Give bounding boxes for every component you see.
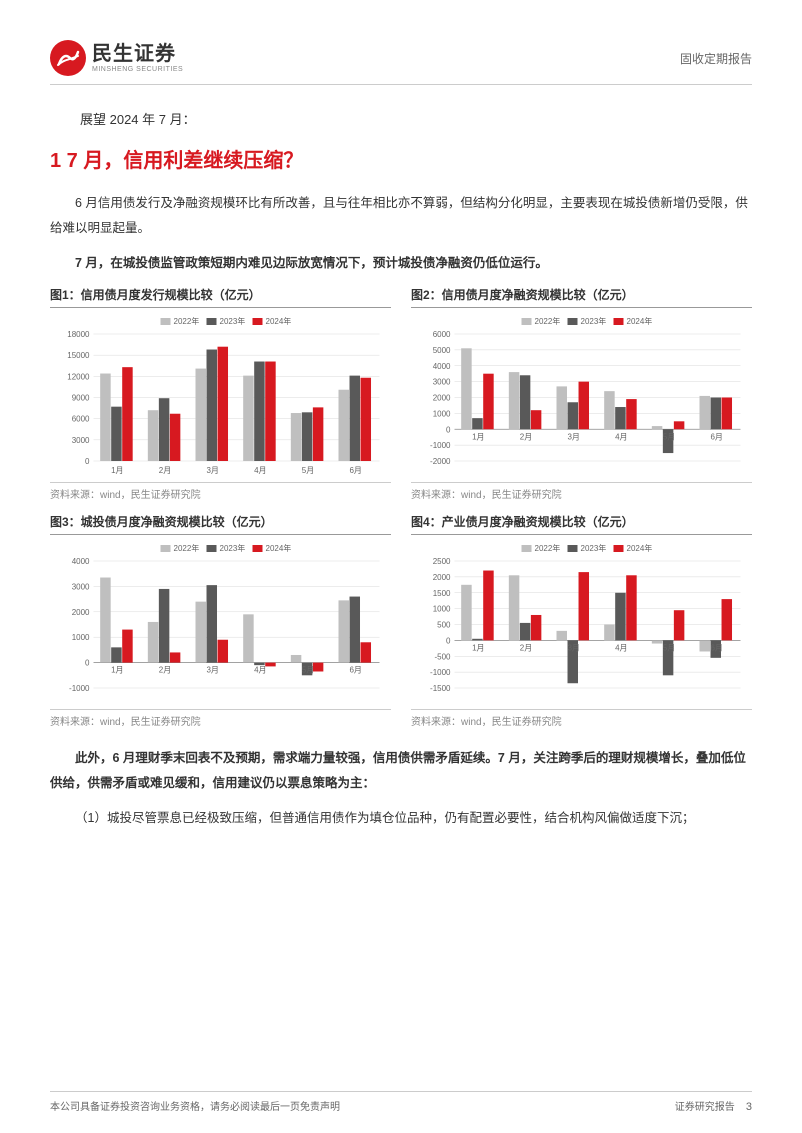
svg-text:4月: 4月: [615, 643, 627, 652]
svg-text:3月: 3月: [206, 466, 218, 475]
svg-text:2024年: 2024年: [627, 543, 653, 553]
svg-text:-2000: -2000: [430, 457, 451, 466]
paragraph-3: 此外，6 月理财季末回表不及预期，需求端力量较强，信用债供需矛盾延续。7 月，关…: [50, 746, 752, 796]
svg-text:5000: 5000: [433, 346, 451, 355]
logo-mark: [50, 40, 86, 76]
svg-text:3月: 3月: [567, 643, 579, 652]
svg-text:3000: 3000: [72, 582, 90, 591]
svg-text:4月: 4月: [254, 666, 266, 675]
svg-text:-1000: -1000: [430, 668, 451, 677]
svg-text:2023年: 2023年: [220, 316, 246, 326]
svg-text:3月: 3月: [567, 432, 579, 441]
section-title: 1 7 月，信用利差继续压缩？: [50, 144, 752, 173]
svg-text:2月: 2月: [520, 432, 532, 441]
svg-text:6月: 6月: [710, 643, 722, 652]
svg-text:-1000: -1000: [69, 684, 90, 693]
svg-text:5月: 5月: [663, 643, 675, 652]
svg-text:2500: 2500: [433, 557, 451, 566]
chart-1-title: 图1：信用债月度发行规模比较（亿元）: [50, 286, 391, 308]
svg-text:0: 0: [85, 659, 90, 668]
svg-text:2022年: 2022年: [535, 543, 561, 553]
svg-text:0: 0: [85, 457, 90, 466]
page-header: 民生证券 MINSHENG SECURITIES 固收定期报告: [50, 40, 752, 85]
svg-text:1月: 1月: [472, 432, 484, 441]
svg-text:4月: 4月: [615, 432, 627, 441]
logo-en: MINSHENG SECURITIES: [92, 66, 183, 73]
svg-text:5月: 5月: [302, 466, 314, 475]
svg-text:5月: 5月: [302, 666, 314, 675]
chart-4-source: 资料来源：wind，民生证券研究院: [411, 709, 752, 728]
svg-text:2024年: 2024年: [627, 316, 653, 326]
svg-text:0: 0: [446, 425, 451, 434]
subheading: 展望 2024 年 7 月：: [50, 109, 752, 128]
svg-text:500: 500: [437, 621, 451, 630]
footer-right: 证券研究报告 3: [675, 1098, 752, 1113]
svg-text:2022年: 2022年: [535, 316, 561, 326]
svg-text:2000: 2000: [72, 608, 90, 617]
svg-text:9000: 9000: [72, 394, 90, 403]
paragraph-2: 7 月，在城投债监管政策短期内难见边际放宽情况下，预计城投债净融资仍低位运行。: [50, 251, 752, 276]
svg-text:6月: 6月: [710, 432, 722, 441]
svg-text:2022年: 2022年: [174, 543, 200, 553]
svg-text:-1000: -1000: [430, 441, 451, 450]
svg-text:1000: 1000: [433, 605, 451, 614]
chart-3-source: 资料来源：wind，民生证券研究院: [50, 709, 391, 728]
svg-text:4月: 4月: [254, 466, 266, 475]
svg-text:15000: 15000: [67, 351, 90, 360]
paragraph-4: （1）城投尽管票息已经极致压缩，但普通信用债作为填仓位品种，仍有配置必要性，结合…: [50, 806, 752, 831]
chart-4: 图4：产业债月度净融资规模比较（亿元） 2022年 2023年 2024年 -1500…: [411, 513, 752, 728]
footer-left: 本公司具备证券投资咨询业务资格，请务必阅读最后一页免责声明: [50, 1098, 340, 1113]
svg-text:2000: 2000: [433, 394, 451, 403]
svg-text:3000: 3000: [72, 436, 90, 445]
chart-3: 图3：城投债月度净融资规模比较（亿元） 2022年 2023年 2024年 -1000…: [50, 513, 391, 728]
svg-text:1月: 1月: [111, 466, 123, 475]
svg-text:18000: 18000: [67, 330, 90, 339]
svg-text:4000: 4000: [433, 362, 451, 371]
page-footer: 本公司具备证券投资咨询业务资格，请务必阅读最后一页免责声明 证券研究报告 3: [50, 1091, 752, 1113]
svg-text:1000: 1000: [72, 633, 90, 642]
svg-text:2023年: 2023年: [220, 543, 246, 553]
chart-1: 图1：信用债月度发行规模比较（亿元） 2022年 2023年 2024年 0 3000 6…: [50, 286, 391, 501]
svg-text:2月: 2月: [159, 666, 171, 675]
svg-text:6月: 6月: [349, 466, 361, 475]
svg-text:-1500: -1500: [430, 684, 451, 693]
svg-text:2023年: 2023年: [581, 543, 607, 553]
svg-text:6000: 6000: [72, 415, 90, 424]
svg-text:2000: 2000: [433, 573, 451, 582]
svg-text:2024年: 2024年: [266, 543, 292, 553]
chart-2-source: 资料来源：wind，民生证券研究院: [411, 482, 752, 501]
chart-2-title: 图2：信用债月度净融资规模比较（亿元）: [411, 286, 752, 308]
svg-text:3000: 3000: [433, 378, 451, 387]
logo-cn: 民生证券: [92, 44, 183, 64]
chart-4-title: 图4：产业债月度净融资规模比较（亿元）: [411, 513, 752, 535]
svg-text:2月: 2月: [159, 466, 171, 475]
svg-text:2023年: 2023年: [581, 316, 607, 326]
svg-text:3月: 3月: [206, 666, 218, 675]
paragraph-1: 6 月信用债发行及净融资规模环比有所改善，且与往年相比亦不算弱，但结构分化明显，…: [50, 191, 752, 241]
svg-text:1月: 1月: [111, 666, 123, 675]
header-category: 固收定期报告: [680, 50, 752, 67]
svg-text:1月: 1月: [472, 643, 484, 652]
chart-2: 图2：信用债月度净融资规模比较（亿元） 2022年 2023年 2024年 -2000…: [411, 286, 752, 501]
svg-text:4000: 4000: [72, 557, 90, 566]
svg-text:2022年: 2022年: [174, 316, 200, 326]
logo: 民生证券 MINSHENG SECURITIES: [50, 40, 183, 76]
svg-text:12000: 12000: [67, 372, 90, 381]
svg-text:1500: 1500: [433, 589, 451, 598]
chart-1-source: 资料来源：wind，民生证券研究院: [50, 482, 391, 501]
svg-text:5月: 5月: [663, 432, 675, 441]
svg-text:0: 0: [446, 636, 451, 645]
svg-text:1000: 1000: [433, 409, 451, 418]
chart-3-title: 图3：城投债月度净融资规模比较（亿元）: [50, 513, 391, 535]
svg-text:6月: 6月: [349, 666, 361, 675]
svg-text:2月: 2月: [520, 643, 532, 652]
svg-text:6000: 6000: [433, 330, 451, 339]
svg-text:-500: -500: [434, 652, 451, 661]
svg-text:2024年: 2024年: [266, 316, 292, 326]
